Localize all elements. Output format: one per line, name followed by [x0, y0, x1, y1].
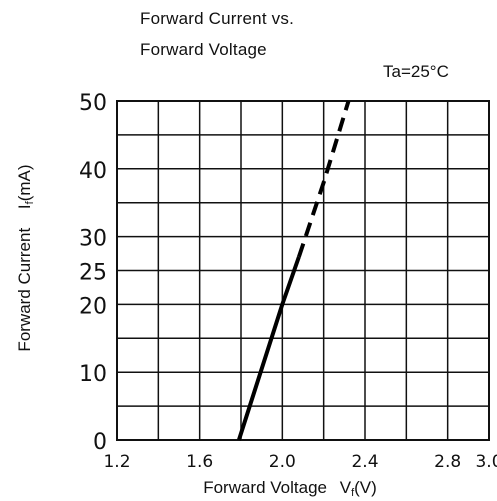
y-tick-label: 30 — [79, 227, 107, 252]
x-axis-unit: (V) — [354, 478, 377, 497]
x-tick-label: 1.2 — [103, 452, 130, 472]
series-line-dashed — [297, 100, 351, 258]
y-axis-subscript: f — [24, 200, 36, 204]
x-tick-labels: 1.2 1.6 2.0 2.4 2.8 3.0 — [103, 452, 497, 472]
x-tick-label: 2.0 — [269, 452, 296, 472]
y-axis-label: Forward Current If(mA) — [15, 164, 36, 351]
chart-series — [236, 100, 351, 441]
y-tick-label: 0 — [93, 430, 107, 455]
y-tick-label: 10 — [79, 362, 107, 387]
y-axis-label-text: Forward Current — [15, 228, 34, 352]
x-axis-symbol: V — [340, 478, 352, 497]
x-tick-label: 1.6 — [186, 452, 213, 472]
x-tick-label: 3.0 — [475, 452, 497, 472]
y-tick-label: 25 — [79, 261, 107, 286]
plot-frame — [116, 100, 490, 441]
x-axis-label: Forward Voltage Vf(V) — [203, 478, 377, 499]
x-axis-label-text: Forward Voltage — [203, 478, 327, 497]
chart-title-line-1: Forward Current vs. — [140, 9, 295, 28]
y-tick-label: 50 — [79, 91, 107, 116]
y-axis-unit: (mA) — [15, 164, 34, 201]
y-tick-label: 20 — [79, 294, 107, 319]
y-axis-symbol: I — [15, 204, 34, 209]
series-line-solid — [236, 256, 301, 441]
y-tick-label: 40 — [79, 159, 107, 184]
x-tick-label: 2.8 — [434, 452, 461, 472]
temperature-condition: Ta=25°C — [383, 62, 449, 81]
y-tick-labels: 0 10 20 25 30 40 50 — [79, 91, 107, 455]
x-axis-subscript: f — [351, 487, 355, 499]
x-tick-label: 2.4 — [351, 452, 378, 472]
chart-title-line-2: Forward Voltage — [140, 40, 267, 59]
chart-grid — [116, 100, 490, 441]
